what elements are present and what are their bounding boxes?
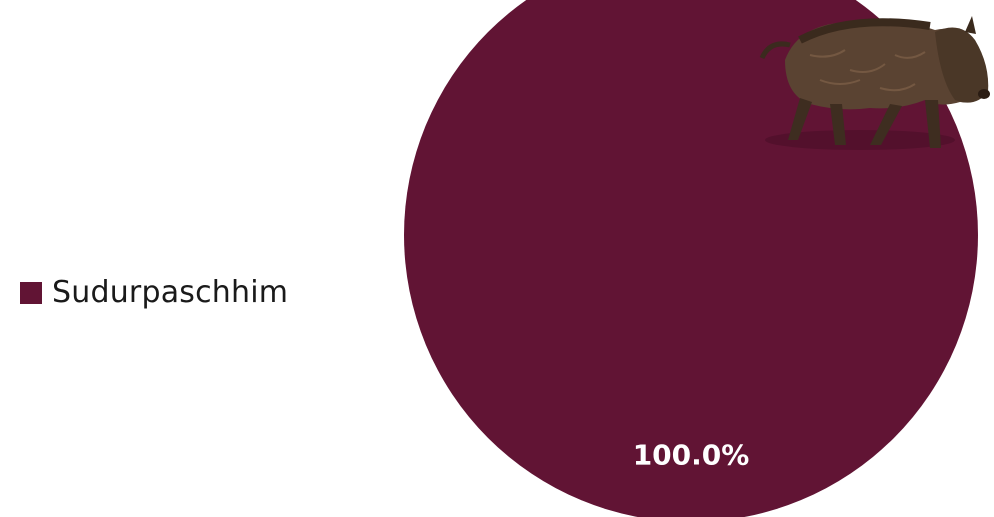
slice-value-label: 100.0% [633, 439, 750, 472]
legend: Sudurpaschhim [20, 275, 288, 310]
legend-swatch-sudurpaschhim [20, 281, 42, 304]
legend-label-sudurpaschhim: Sudurpaschhim [52, 275, 289, 310]
wild-boar-icon [759, 16, 990, 150]
